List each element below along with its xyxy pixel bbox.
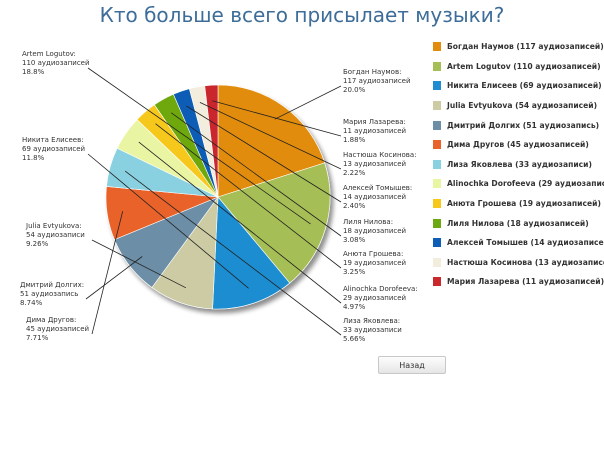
- slice-label: Богдан Наумов: 117 аудиозаписей 20.0%: [343, 68, 411, 94]
- leader-line: [87, 67, 311, 225]
- leader-line: [87, 153, 249, 289]
- legend-item: Никита Елисеев (69 аудиозаписей): [433, 76, 604, 96]
- legend-swatch: [433, 238, 441, 248]
- legend-label: Artem Logutov (110 аудиозаписей): [447, 61, 601, 71]
- leader-line: [124, 170, 342, 336]
- legend-label: Мария Лазарева (11 аудиозаписей): [447, 277, 604, 287]
- legend-item: Alinochka Dorofeeva (29 аудиозаписей): [433, 174, 604, 194]
- slice-label: Настюша Косинова: 13 аудиозаписей 2.22%: [343, 151, 417, 177]
- leader-line: [155, 123, 342, 269]
- slice-label: Alinochka Dorofeeva: 29 аудиозаписей 4.97%: [343, 285, 418, 311]
- legend-swatch: [433, 61, 441, 71]
- legend-item: Богдан Наумов (117 аудиозаписей): [433, 37, 604, 57]
- slice-label: Мария Лазарева: 11 аудиозаписей 1.88%: [343, 118, 406, 144]
- legend-label: Алексей Томышев (14 аудиозаписей): [447, 238, 604, 248]
- leader-line: [212, 100, 342, 137]
- slice-label: Никита Елисеев: 69 аудиозаписей 11.8%: [22, 136, 85, 162]
- legend-item: Лиза Яковлева (33 аудиозаписи): [433, 155, 604, 175]
- legend-item: Лиля Нилова (18 аудиозаписей): [433, 213, 604, 233]
- leader-line: [186, 105, 342, 203]
- legend-swatch: [433, 140, 441, 150]
- leader-lines: [85, 67, 342, 336]
- slice-label: Дмитрий Долгих: 51 аудиозапись 8.74%: [20, 281, 84, 307]
- legend-item: Artem Logutov (110 аудиозаписей): [433, 57, 604, 77]
- legend-label: Лиза Яковлева (33 аудиозаписи): [447, 159, 592, 169]
- pie-slices: [105, 84, 331, 310]
- legend-label: Alinochka Dorofeeva (29 аудиозаписей): [447, 179, 604, 189]
- legend-label: Анюта Грошева (19 аудиозаписей): [447, 199, 601, 209]
- leader-line: [274, 85, 342, 120]
- legend-item: Мария Лазарева (11 аудиозаписей): [433, 272, 604, 292]
- legend-swatch: [433, 81, 441, 91]
- legend-swatch: [433, 120, 441, 130]
- legend-item: Настюша Косинова (13 аудиозаписей): [433, 253, 604, 273]
- legend-swatch: [433, 101, 441, 111]
- leader-line: [91, 239, 187, 289]
- legend-swatch: [433, 277, 441, 287]
- back-button[interactable]: Назад: [378, 356, 446, 374]
- legend-item: Дмитрий Долгих (51 аудиозапись): [433, 115, 604, 135]
- leader-line: [199, 102, 342, 170]
- pie-slice: [217, 162, 331, 284]
- legend-item: Дима Другов (45 аудиозаписей): [433, 135, 604, 155]
- leader-line: [171, 112, 342, 237]
- slice-label: Алексей Томышев: 14 аудиозаписей 2.40%: [343, 184, 412, 210]
- legend-swatch: [433, 199, 441, 209]
- legend-item: Алексей Томышев (14 аудиозаписей): [433, 233, 604, 253]
- leader-line: [85, 256, 143, 300]
- legend-swatch: [433, 179, 441, 189]
- legend-swatch: [433, 257, 441, 267]
- legend-label: Богдан Наумов (117 аудиозаписей): [447, 42, 604, 52]
- slice-label: Анюта Грошева: 19 аудиозаписей 3.25%: [343, 250, 406, 276]
- slice-label: Лиза Яковлева: 33 аудиозаписи 5.66%: [343, 317, 402, 343]
- legend-item: Julia Evtyukova (54 аудиозаписей): [433, 96, 604, 116]
- pie-slice: [204, 84, 219, 198]
- pie-labels: Богдан Наумов: 117 аудиозаписей 20.0% Artem…: [20, 50, 418, 343]
- leader-line: [138, 141, 342, 304]
- legend-label: Лиля Нилова (18 аудиозаписей): [447, 218, 589, 228]
- legend: Богдан Наумов (117 аудиозаписей) Artem Lo…: [433, 37, 604, 292]
- legend-label: Никита Елисеев (69 аудиозаписей): [447, 81, 602, 91]
- slice-label: Дима Другов: 45 аудиозаписей 7.71%: [26, 316, 89, 342]
- legend-swatch: [433, 159, 441, 169]
- slice-label: Лиля Нилова: 18 аудиозаписей 3.08%: [343, 218, 406, 244]
- pie-slice: [217, 84, 326, 198]
- legend-label: Дмитрий Долгих (51 аудиозапись): [447, 120, 600, 130]
- legend-label: Дима Другов (45 аудиозаписей): [447, 140, 589, 150]
- slice-label: Julia Evtyukova: 54 аудиозаписи 9.26%: [25, 222, 85, 248]
- legend-label: Julia Evtyukova (54 аудиозаписей): [447, 101, 598, 111]
- legend-item: Анюта Грошева (19 аудиозаписей): [433, 194, 604, 214]
- legend-swatch: [433, 218, 441, 228]
- legend-label: Настюша Косинова (13 аудиозаписей): [447, 257, 604, 267]
- leader-line: [91, 211, 124, 335]
- slice-label: Artem Logutov: 110 аудиозаписей 18.8%: [22, 50, 90, 76]
- chart-title: Кто больше всего присылает музыки?: [99, 3, 505, 27]
- legend-swatch: [433, 42, 441, 52]
